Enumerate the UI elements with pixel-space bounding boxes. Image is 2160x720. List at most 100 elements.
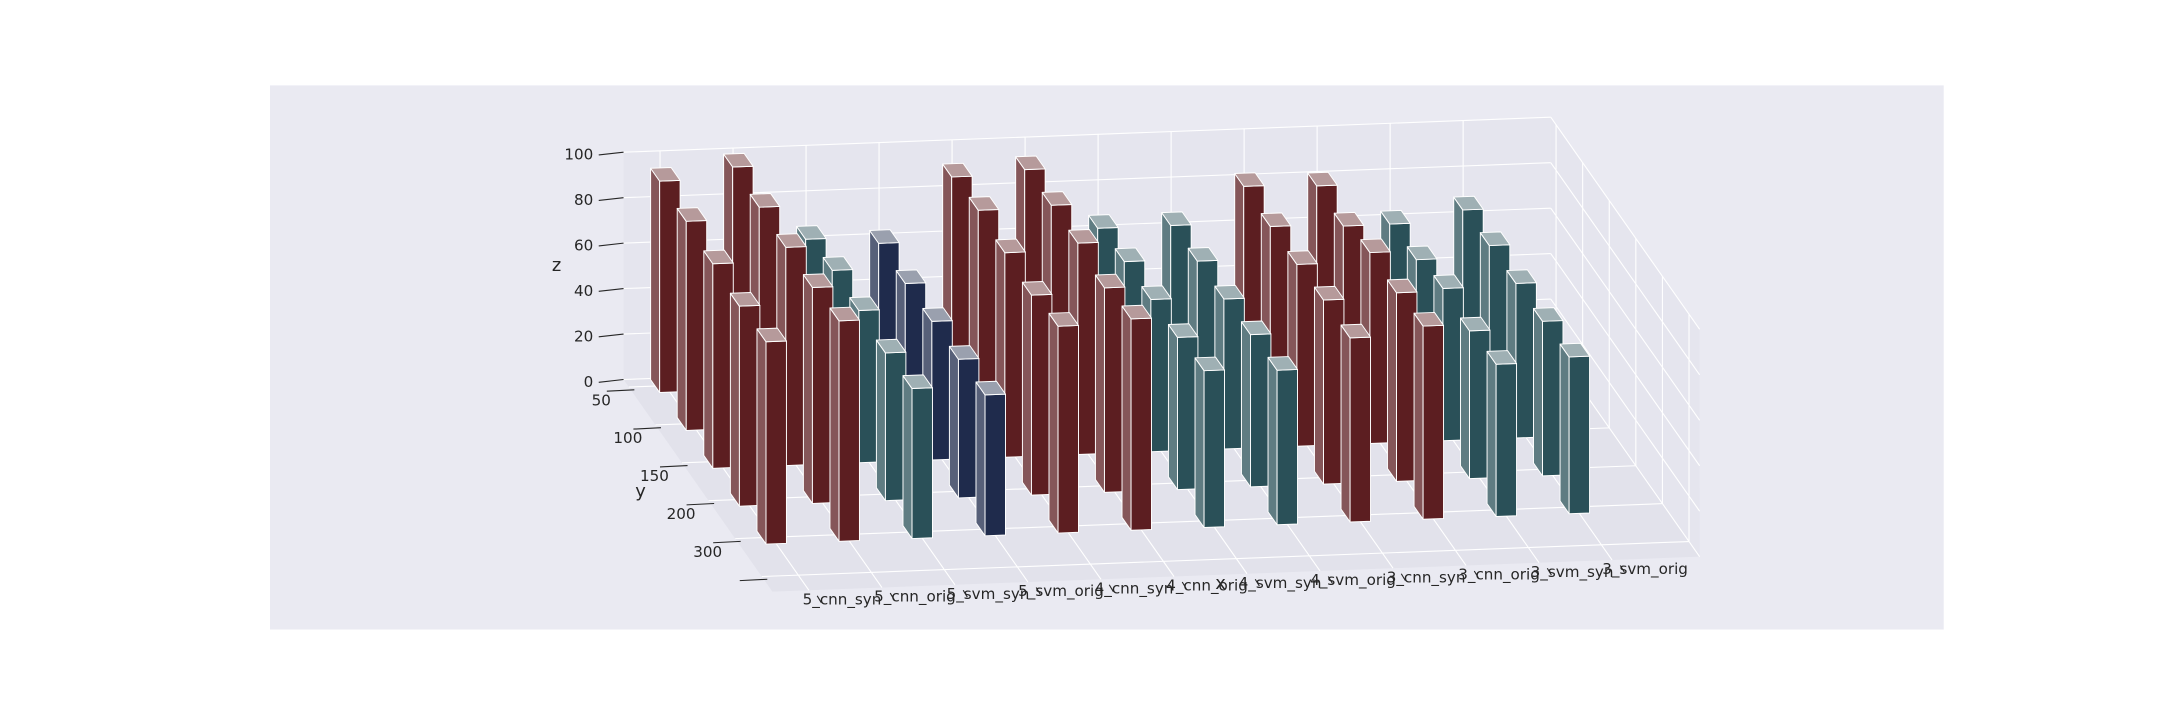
y-tick [713,540,741,544]
bar-front-face [1349,336,1372,523]
bar-top-face [1194,356,1225,372]
bar-left-face [1021,281,1032,496]
y-tick-label: 50 [592,391,611,409]
y-axis-label: y [635,481,646,502]
x-tick [816,595,822,603]
bar [1413,311,1445,520]
z-tick [598,333,624,338]
bar-left-face [875,339,886,502]
bar [1386,278,1418,482]
x-tick [1327,576,1333,584]
bar-top-face [1240,320,1272,336]
bar-top-face [1088,214,1119,229]
bar-top-face [1479,231,1511,247]
bar-top-face [995,238,1026,254]
bar-left-face [703,250,714,469]
bar-left-face [756,328,767,545]
grid-line [761,540,1690,578]
bar-left-face [1486,350,1497,517]
bar-front-face [1057,324,1079,534]
bar-front-face [1568,355,1591,515]
bar-left-face [1533,307,1544,477]
y-tick-label: 300 [693,543,722,561]
bar [1048,312,1079,534]
z-tick [598,197,624,201]
bar [650,167,681,394]
bar-top-face [1121,304,1152,320]
bar [729,292,761,507]
grid-line [623,162,1551,199]
bar-top-face [776,233,807,248]
x-tick [1619,565,1625,573]
bar-top-face [1041,191,1073,206]
x-tick-label: 4_svm_orig [1310,571,1396,590]
bar [902,374,933,540]
bar-top-face [1506,269,1537,284]
x-tick-label: 3_cnn_orig [1458,566,1540,585]
y-tick-label: 100 [613,429,642,447]
bar-top-face [1533,307,1564,322]
bar-left-face [1094,274,1105,493]
bar [1167,323,1199,491]
x-tick [1473,570,1479,579]
grid-line [1550,207,1701,421]
z-tick-label: 20 [574,327,593,345]
z-tick-label: 0 [584,373,594,391]
x-tick [1400,573,1406,581]
x-tick [962,589,968,598]
bar-top-face [895,269,927,284]
bar-top-face [1214,284,1245,300]
bar-left-face [829,307,840,542]
bar-top-face [1433,274,1464,289]
x-tick-label: 4_cnn_syn [1095,579,1174,598]
bar-top-face [1313,285,1345,301]
bar [1340,323,1372,523]
bar-top-face [849,296,880,311]
x-tick [889,592,895,601]
bar-top-face [650,167,681,182]
bar-top-face [676,207,708,222]
bar [703,249,734,469]
bar-top-face [968,196,1000,211]
bar [1267,356,1298,526]
bar-top-face [1048,312,1079,327]
bar-front-face [838,319,860,542]
bar-top-face [1453,195,1484,211]
bar-top-face [729,292,761,307]
x-tick [1108,584,1114,592]
bar-front-face [1130,317,1152,531]
bar-front-face [1203,369,1225,529]
bar-top-face [749,193,781,208]
bar-left-face [902,375,913,540]
grid-line [1550,298,1701,512]
bar [1313,285,1345,485]
bar-top-face [829,306,860,322]
x-tick-label: 5_cnn_orig [874,588,956,607]
bar-left-face [1194,357,1205,529]
bar-top-face [1260,212,1292,228]
bar-left-face [1313,286,1324,485]
y-tick-label: 150 [640,467,669,485]
x-tick-label: 3_svm_orig [1602,560,1688,579]
bar-top-face [1167,323,1199,338]
bars [650,152,1591,545]
bar-top-face [869,229,900,244]
grid-line [1550,162,1701,376]
bar-front-face [911,387,933,540]
x-tick [1254,578,1260,587]
bar [1094,273,1126,493]
bar-front-face [765,340,787,545]
bar-left-face [1267,356,1278,526]
bar [1533,307,1564,477]
z-tick-label: 100 [564,145,593,163]
x-tick-label: 4_cnn_orig [1166,577,1248,596]
bar [676,207,708,431]
z-axis-label: z [552,255,561,276]
grid-line [1550,116,1701,330]
bar-left-face [729,292,740,507]
x-tick-label: 5_svm_orig [1018,582,1104,601]
bar-top-face [1161,211,1192,226]
x-tick-label: 5_cnn_syn [803,590,882,609]
bar-top-face [1114,247,1146,263]
bar-top-face [1360,238,1391,254]
